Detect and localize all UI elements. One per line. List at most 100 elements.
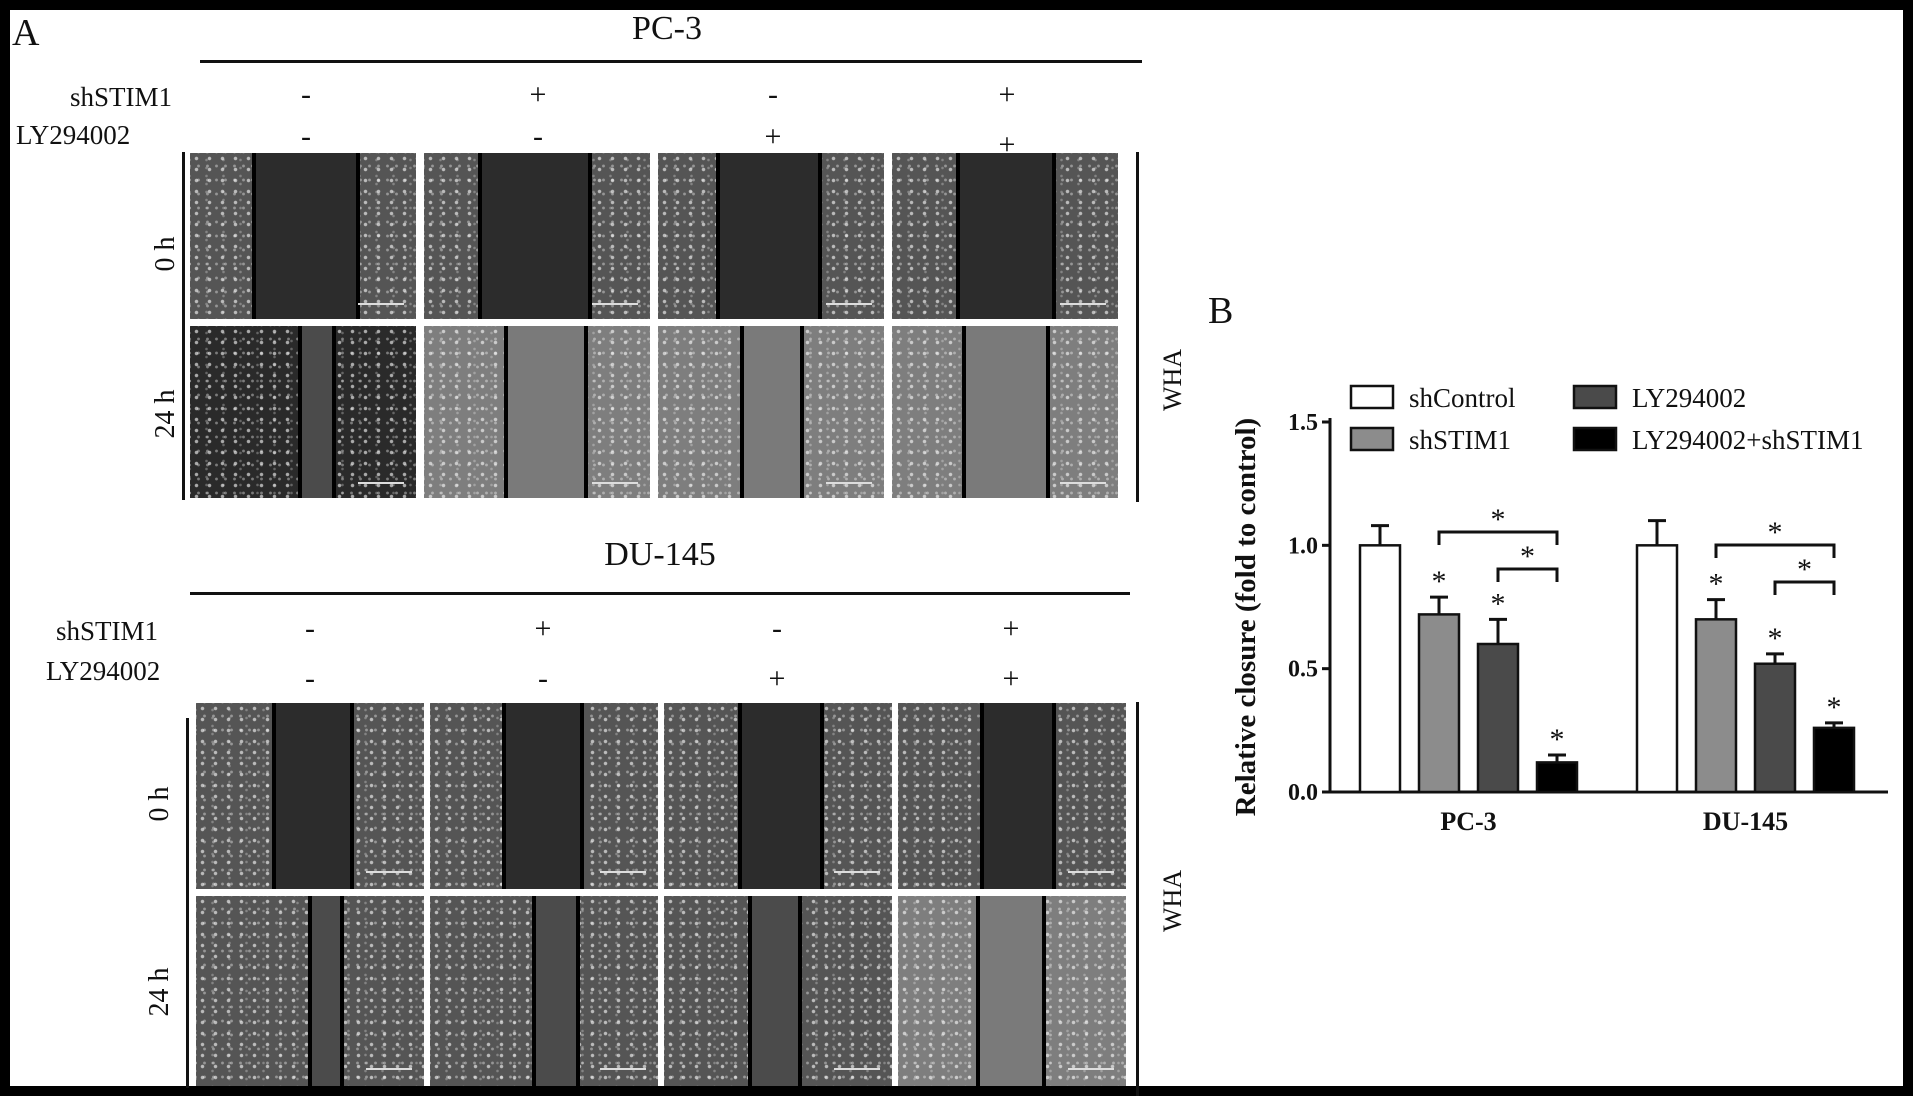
significance-star: * — [1827, 691, 1842, 724]
micrograph — [664, 896, 892, 1086]
legend-swatch — [1349, 384, 1395, 410]
scale-bar — [358, 303, 404, 305]
comparison-star: * — [1768, 516, 1783, 549]
micrograph — [190, 326, 416, 498]
du145-ly-sign: - — [538, 662, 548, 695]
bar — [1535, 761, 1579, 794]
scale-bar — [1060, 482, 1106, 484]
significance-star: * — [1550, 723, 1565, 756]
legend-swatch — [1349, 426, 1395, 452]
figure-panel: A PC-3 shSTIM1 LY294002 - + - + - - + + … — [10, 10, 1903, 1096]
pc3-ly-label: LY294002 — [16, 120, 131, 150]
significance-star: * — [1768, 622, 1783, 655]
panel-a-label: A — [12, 12, 40, 54]
micrograph — [196, 896, 424, 1086]
scale-bar — [592, 482, 638, 484]
comparison-star: * — [1491, 503, 1506, 536]
du145-title-rule — [190, 592, 1130, 595]
pc3-ly-sign: + — [998, 128, 1016, 161]
bar — [1753, 662, 1797, 794]
bar — [1358, 544, 1402, 794]
pc3-right-bracket — [1136, 152, 1139, 502]
comparison-bracket — [1437, 530, 1559, 545]
du145-ly-label: LY294002 — [46, 656, 161, 686]
micrograph — [424, 326, 650, 498]
legend-swatch — [1572, 384, 1618, 410]
significance-star: * — [1432, 565, 1447, 598]
du145-shstim1-sign: - — [772, 612, 782, 645]
pc3-shstim1-label: shSTIM1 — [70, 82, 173, 112]
legend-label: shControl — [1409, 383, 1516, 413]
bar — [1635, 544, 1679, 794]
pc3-left-bracket — [182, 152, 185, 500]
scale-bar — [834, 871, 880, 873]
significance-star: * — [1709, 568, 1724, 601]
du145-ly-sign: - — [305, 662, 315, 695]
x-tick-label: DU-145 — [1703, 807, 1788, 836]
du145-title: DU-145 — [604, 536, 716, 573]
scale-bar — [600, 871, 646, 873]
pc3-ly-sign: - — [533, 120, 543, 153]
panel-b-label: B — [1208, 290, 1234, 332]
legend-label: shSTIM1 — [1409, 425, 1511, 455]
micrograph — [892, 153, 1118, 319]
scale-bar — [600, 1068, 646, 1070]
du145-shstim1-sign: + — [534, 612, 552, 645]
du145-shstim1-label: shSTIM1 — [56, 616, 159, 646]
significance-star: * — [1491, 587, 1506, 620]
micrograph — [430, 703, 658, 889]
pc3-ly-sign: - — [301, 120, 311, 153]
scale-bar — [366, 871, 412, 873]
scale-bar — [592, 303, 638, 305]
y-axis-label: Relative closure (fold to control) — [1230, 418, 1262, 816]
du145-ly-sign: + — [1002, 662, 1020, 695]
micrograph — [658, 326, 884, 498]
bar — [1694, 618, 1738, 794]
pc3-shstim1-sign: - — [301, 78, 311, 111]
y-tick-label: 1.5 — [1288, 410, 1318, 436]
legend-swatch — [1572, 426, 1618, 452]
legend-label: LY294002 — [1632, 383, 1746, 413]
scale-bar — [1068, 1068, 1114, 1070]
comparison-bracket — [1714, 543, 1836, 558]
y-tick-label: 0.0 — [1288, 780, 1318, 806]
micrograph — [430, 896, 658, 1086]
x-tick-label: PC-3 — [1440, 807, 1496, 836]
bar-chart: 0.0 0.5 1.0 1.5 Relative closure (fold to co… — [1230, 383, 1888, 836]
comparison-bracket — [1773, 580, 1836, 595]
pc3-ly-sign: + — [764, 120, 782, 153]
scale-bar — [826, 482, 872, 484]
pc3-shstim1-sign: - — [768, 78, 778, 111]
pc3-title: PC-3 — [632, 10, 702, 47]
comparison-star: * — [1520, 540, 1535, 573]
micrograph — [424, 153, 650, 319]
micrograph — [664, 703, 892, 889]
pc3-title-rule — [200, 60, 1142, 63]
scale-bar — [1068, 871, 1114, 873]
du145-right-bracket — [1136, 702, 1139, 1096]
du145-ly-sign: + — [768, 662, 786, 695]
legend-label: LY294002+shSTIM1 — [1632, 425, 1864, 455]
scale-bar — [834, 1068, 880, 1070]
bar — [1812, 726, 1856, 794]
y-tick-label: 0.5 — [1288, 657, 1318, 683]
pc3-shstim1-sign: + — [998, 78, 1016, 111]
micrograph — [196, 703, 424, 889]
y-tick-label: 1.0 — [1288, 533, 1318, 559]
du145-shstim1-sign: + — [1002, 612, 1020, 645]
micrograph — [898, 703, 1126, 889]
scale-bar — [1060, 303, 1106, 305]
micrograph — [190, 153, 416, 319]
micrograph — [658, 153, 884, 319]
micrograph — [898, 896, 1126, 1086]
scale-bar — [358, 482, 404, 484]
bar — [1417, 613, 1461, 794]
scale-bar — [826, 303, 872, 305]
comparison-bracket — [1496, 567, 1559, 582]
comparison-star: * — [1797, 553, 1812, 586]
micrograph — [892, 326, 1118, 498]
bar — [1476, 642, 1520, 794]
du145-shstim1-sign: - — [305, 612, 315, 645]
pc3-shstim1-sign: + — [529, 78, 547, 111]
